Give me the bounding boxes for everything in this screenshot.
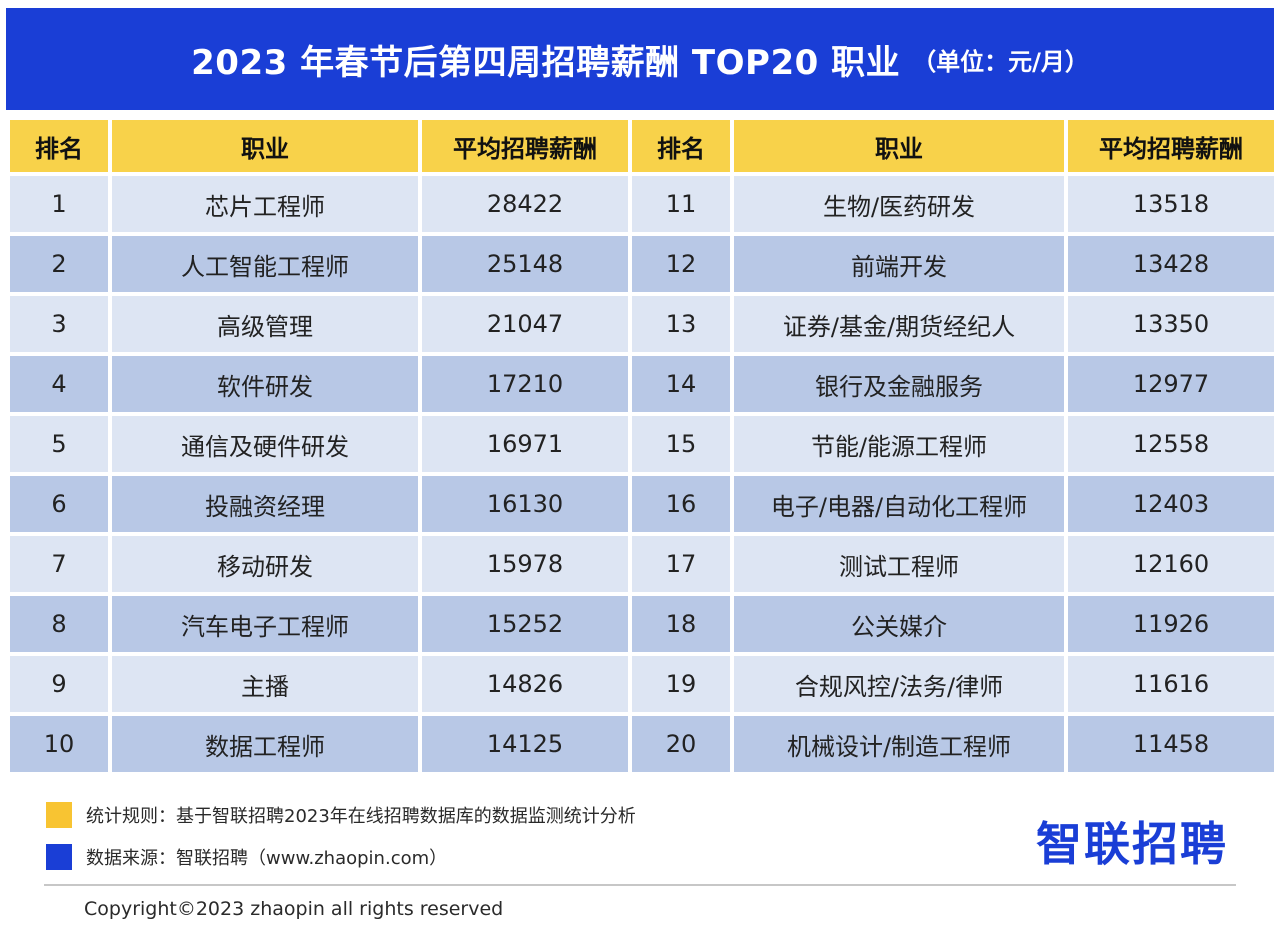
salary-cell: 12558 — [1068, 416, 1274, 472]
table-row: 8 汽车电子工程师 15252 18 公关媒介 11926 — [10, 596, 1274, 652]
job-cell: 主播 — [112, 656, 418, 712]
table-row: 7 移动研发 15978 17 测试工程师 12160 — [10, 536, 1274, 592]
salary-cell: 11616 — [1068, 656, 1274, 712]
job-cell: 软件研发 — [112, 356, 418, 412]
rank-cell: 9 — [10, 656, 108, 712]
table-row: 10 数据工程师 14125 20 机械设计/制造工程师 11458 — [10, 716, 1274, 772]
job-cell: 合规风控/法务/律师 — [734, 656, 1064, 712]
rank-cell: 11 — [632, 176, 730, 232]
job-cell: 汽车电子工程师 — [112, 596, 418, 652]
salary-cell: 11458 — [1068, 716, 1274, 772]
job-cell: 通信及硬件研发 — [112, 416, 418, 472]
title-bar: 2023 年春节后第四周招聘薪酬 TOP20 职业 （单位：元/月） — [6, 8, 1274, 110]
source-note: 数据来源：智联招聘（www.zhaopin.com） — [46, 842, 846, 872]
job-cell: 银行及金融服务 — [734, 356, 1064, 412]
table-row: 5 通信及硬件研发 16971 15 节能/能源工程师 12558 — [10, 416, 1274, 472]
job-cell: 生物/医药研发 — [734, 176, 1064, 232]
salary-cell: 17210 — [422, 356, 628, 412]
rank-cell: 1 — [10, 176, 108, 232]
rank-cell: 6 — [10, 476, 108, 532]
source-text: 数据来源：智联招聘（www.zhaopin.com） — [86, 848, 448, 869]
rank-cell: 2 — [10, 236, 108, 292]
salary-cell: 15978 — [422, 536, 628, 592]
rank-cell: 14 — [632, 356, 730, 412]
job-cell: 前端开发 — [734, 236, 1064, 292]
rank-cell: 12 — [632, 236, 730, 292]
job-cell: 高级管理 — [112, 296, 418, 352]
rank-cell: 13 — [632, 296, 730, 352]
rule-swatch — [46, 802, 72, 828]
rank-cell: 16 — [632, 476, 730, 532]
salary-cell: 25148 — [422, 236, 628, 292]
rank-cell: 4 — [10, 356, 108, 412]
salary-cell: 12160 — [1068, 536, 1274, 592]
rank-cell: 18 — [632, 596, 730, 652]
job-cell: 测试工程师 — [734, 536, 1064, 592]
salary-cell: 15252 — [422, 596, 628, 652]
table-header-row: 排名 职业 平均招聘薪酬 排名 职业 平均招聘薪酬 — [10, 120, 1274, 172]
salary-cell: 13350 — [1068, 296, 1274, 352]
zhaopin-logo: 智联招聘 — [1036, 817, 1228, 871]
rule-text: 统计规则：基于智联招聘2023年在线招聘数据库的数据监测统计分析 — [86, 806, 636, 827]
job-cell: 芯片工程师 — [112, 176, 418, 232]
rank-cell: 8 — [10, 596, 108, 652]
table-row: 1 芯片工程师 28422 11 生物/医药研发 13518 — [10, 176, 1274, 232]
job-cell: 公关媒介 — [734, 596, 1064, 652]
salary-cell: 13428 — [1068, 236, 1274, 292]
unit-note: （单位：元/月） — [912, 47, 1089, 76]
salary-cell: 12977 — [1068, 356, 1274, 412]
footer-notes: 统计规则：基于智联招聘2023年在线招聘数据库的数据监测统计分析 数据来源：智联… — [46, 800, 846, 884]
header-rank-left: 排名 — [10, 120, 108, 172]
header-rank-right: 排名 — [632, 120, 730, 172]
rank-cell: 3 — [10, 296, 108, 352]
rank-cell: 15 — [632, 416, 730, 472]
job-cell: 机械设计/制造工程师 — [734, 716, 1064, 772]
rank-cell: 17 — [632, 536, 730, 592]
header-salary-left: 平均招聘薪酬 — [422, 120, 628, 172]
rank-cell: 19 — [632, 656, 730, 712]
rank-cell: 7 — [10, 536, 108, 592]
job-cell: 投融资经理 — [112, 476, 418, 532]
salary-cell: 11926 — [1068, 596, 1274, 652]
rank-cell: 10 — [10, 716, 108, 772]
salary-cell: 28422 — [422, 176, 628, 232]
salary-cell: 13518 — [1068, 176, 1274, 232]
salary-cell: 12403 — [1068, 476, 1274, 532]
salary-ranking-table: 排名 职业 平均招聘薪酬 排名 职业 平均招聘薪酬 1 芯片工程师 28422 … — [6, 116, 1278, 776]
salary-cell: 14125 — [422, 716, 628, 772]
table-row: 9 主播 14826 19 合规风控/法务/律师 11616 — [10, 656, 1274, 712]
salary-cell: 21047 — [422, 296, 628, 352]
copyright-text: Copyright©2023 zhaopin all rights reserv… — [84, 898, 504, 920]
source-swatch — [46, 844, 72, 870]
header-job-right: 职业 — [734, 120, 1064, 172]
table-row: 6 投融资经理 16130 16 电子/电器/自动化工程师 12403 — [10, 476, 1274, 532]
salary-cell: 14826 — [422, 656, 628, 712]
divider — [44, 884, 1236, 886]
table-row: 4 软件研发 17210 14 银行及金融服务 12977 — [10, 356, 1274, 412]
rank-cell: 20 — [632, 716, 730, 772]
job-cell: 数据工程师 — [112, 716, 418, 772]
job-cell: 证券/基金/期货经纪人 — [734, 296, 1064, 352]
rule-note: 统计规则：基于智联招聘2023年在线招聘数据库的数据监测统计分析 — [46, 800, 846, 830]
job-cell: 电子/电器/自动化工程师 — [734, 476, 1064, 532]
job-cell: 人工智能工程师 — [112, 236, 418, 292]
header-job-left: 职业 — [112, 120, 418, 172]
job-cell: 移动研发 — [112, 536, 418, 592]
page-title: 2023 年春节后第四周招聘薪酬 TOP20 职业 — [191, 42, 901, 83]
salary-cell: 16971 — [422, 416, 628, 472]
job-cell: 节能/能源工程师 — [734, 416, 1064, 472]
header-salary-right: 平均招聘薪酬 — [1068, 120, 1274, 172]
salary-cell: 16130 — [422, 476, 628, 532]
table-row: 2 人工智能工程师 25148 12 前端开发 13428 — [10, 236, 1274, 292]
rank-cell: 5 — [10, 416, 108, 472]
table-row: 3 高级管理 21047 13 证券/基金/期货经纪人 13350 — [10, 296, 1274, 352]
